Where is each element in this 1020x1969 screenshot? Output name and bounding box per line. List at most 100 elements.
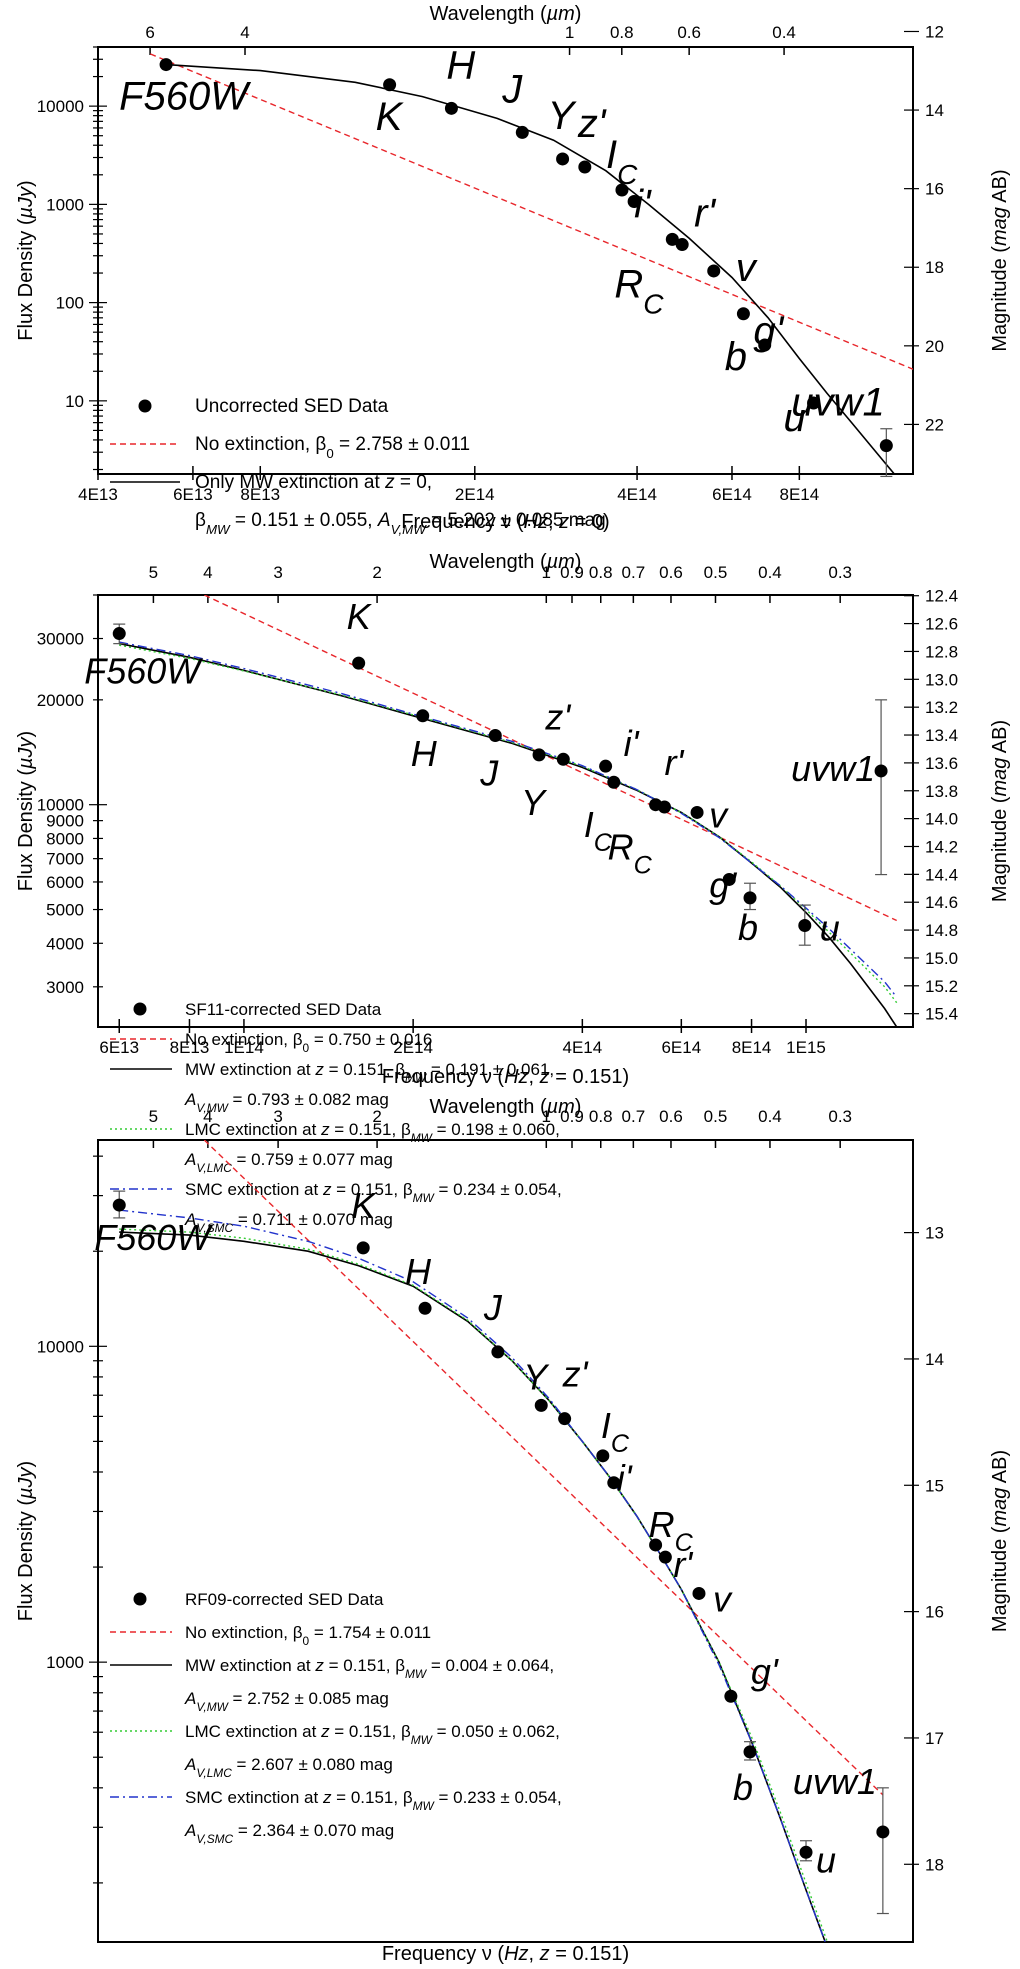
mag-tick-label: 13 — [925, 1224, 944, 1243]
band-label: u — [820, 907, 840, 948]
series-line-dash — [203, 1140, 884, 1796]
chart-panel-1: 4E13 6E13 8E13 2E14 4E14 6E14 8E14 6 4 1 0.8 0.6 0.4… — [15, 3, 1011, 537]
x-tick-label: 6E14 — [661, 1038, 701, 1057]
data-point — [675, 238, 689, 252]
data-point — [112, 627, 126, 641]
x-tick-label: 1E14 — [224, 1038, 264, 1057]
data-point — [743, 891, 757, 905]
data-point — [665, 232, 679, 246]
y-tick-label: 5000 — [46, 901, 84, 920]
data-point — [658, 1550, 672, 1564]
band-label: H — [405, 1251, 432, 1292]
band-label: g' — [751, 1651, 779, 1692]
data-point — [556, 152, 570, 166]
mag-tick-label: 14.4 — [925, 865, 958, 884]
mag-tick-label: 12.6 — [925, 615, 958, 634]
data-point — [722, 872, 736, 886]
data-point — [356, 1241, 370, 1255]
y-tick-label: 10000 — [37, 97, 84, 116]
series-line-dash — [204, 595, 897, 922]
band-label: uvw1 — [791, 381, 884, 425]
legend-text: Uncorrected SED Data — [195, 396, 389, 417]
wave-tick-label: 0.9 — [560, 563, 584, 582]
data-point — [416, 709, 430, 723]
top-axis-title: Wavelength (µm) — [430, 1096, 582, 1118]
y-tick-label: 30000 — [37, 630, 84, 649]
wave-tick-label: 0.4 — [772, 23, 796, 42]
wave-tick-label: 5 — [149, 563, 158, 582]
series-line-dashdot — [119, 641, 898, 998]
series-line-dashdot — [119, 1209, 826, 1942]
top-axis-title: Wavelength (µm) — [430, 551, 582, 573]
legend-text: No extinction, β0 = 1.754 ± 0.011 — [185, 1623, 431, 1648]
legend: RF09-corrected SED Data No extinction, β0… — [110, 1590, 562, 1846]
x-axis-title: Frequency ν (Hz, z = 0.151) — [382, 1943, 629, 1965]
wave-tick-label: 0.6 — [659, 1107, 683, 1126]
legend: Uncorrected SED Data No extinction, β0 = … — [110, 396, 606, 537]
band-label: v — [736, 246, 758, 290]
x-tick-label: 1E15 — [786, 1038, 826, 1057]
y2-axis-title: Magnitude (mag AB) — [989, 720, 1011, 902]
band-label: K — [347, 596, 373, 637]
mag-tick-label: 22 — [925, 415, 944, 434]
band-label: uvw1 — [793, 1761, 877, 1802]
y2-axis-title: Magnitude (mag AB) — [989, 1450, 1011, 1632]
mag-tick-label: 17 — [925, 1729, 944, 1748]
wave-tick-label: 4 — [203, 563, 212, 582]
legend-text: RF09-corrected SED Data — [185, 1590, 384, 1609]
x-tick-label: 4E14 — [562, 1038, 602, 1057]
wave-tick-label: 0.6 — [659, 563, 683, 582]
legend-text: SMC extinction at z = 0.151, βMW = 0.233… — [185, 1788, 562, 1813]
y-axis-title: Flux Density (µJy) — [15, 1461, 37, 1621]
wave-tick-label: 0.8 — [589, 1107, 613, 1126]
mag-tick-label: 12 — [925, 22, 944, 41]
series-line-dash — [149, 53, 913, 370]
mag-tick-label: 13.8 — [925, 782, 958, 801]
wave-tick-label: 0.6 — [677, 23, 701, 42]
mag-tick-label: 12.8 — [925, 642, 958, 661]
data-point — [758, 338, 772, 352]
y-tick-label: 8000 — [46, 829, 84, 848]
data-point — [534, 1398, 548, 1412]
data-point — [488, 729, 502, 743]
band-label: b — [733, 1767, 753, 1808]
wave-tick-label: 3 — [273, 563, 282, 582]
y-tick-label: 7000 — [46, 850, 84, 869]
y-axis-title: Flux Density (µJy) — [15, 180, 37, 340]
y2-axis-title: Magnitude (mag AB) — [989, 169, 1011, 351]
legend-text: No extinction, β0 = 0.750 ± 0.016 — [185, 1030, 432, 1055]
data-point — [383, 78, 397, 92]
mag-tick-label: 13.4 — [925, 726, 958, 745]
band-label: RC — [649, 1504, 694, 1557]
band-label: b — [725, 335, 747, 379]
band-label: J — [479, 753, 499, 794]
y-tick-label: 4000 — [46, 934, 84, 953]
band-label: Y — [523, 1356, 550, 1397]
x-tick-label: 8E13 — [170, 1038, 210, 1057]
wave-tick-label: 1 — [565, 23, 574, 42]
chart-panel-3: 5 4 3 2 1 0.9 0.8 0.7 0.6 0.5 0.4 0.3 1000 10000 13 14 1… — [15, 1096, 1011, 1965]
data-point — [444, 101, 458, 115]
wave-tick-label: 5 — [149, 1107, 158, 1126]
legend: SF11-corrected SED Data No extinction, β0… — [110, 1000, 562, 1235]
band-label: z' — [577, 102, 607, 146]
band-label: F560W — [84, 651, 203, 692]
legend-text: LMC extinction at z = 0.151, βMW = 0.198… — [185, 1120, 560, 1145]
band-label: b — [738, 907, 758, 948]
band-label: Y — [521, 782, 548, 823]
mag-tick-label: 14 — [925, 101, 944, 120]
band-label: H — [446, 43, 475, 87]
data-point — [690, 805, 704, 819]
data-point — [112, 1198, 126, 1212]
series-line-dot — [119, 644, 898, 1004]
plot-frame — [97, 1139, 914, 1943]
y-tick-label: 3000 — [46, 978, 84, 997]
data-point — [556, 752, 570, 766]
data-point — [418, 1301, 432, 1315]
y-tick-label: 100 — [56, 294, 84, 313]
plot-area — [119, 595, 898, 1027]
data-point — [876, 1825, 890, 1839]
mag-tick-label: 16 — [925, 1603, 944, 1622]
x-tick-label: 8E14 — [732, 1038, 772, 1057]
legend-text: AV,LMC = 2.607 ± 0.080 mag — [184, 1755, 393, 1780]
